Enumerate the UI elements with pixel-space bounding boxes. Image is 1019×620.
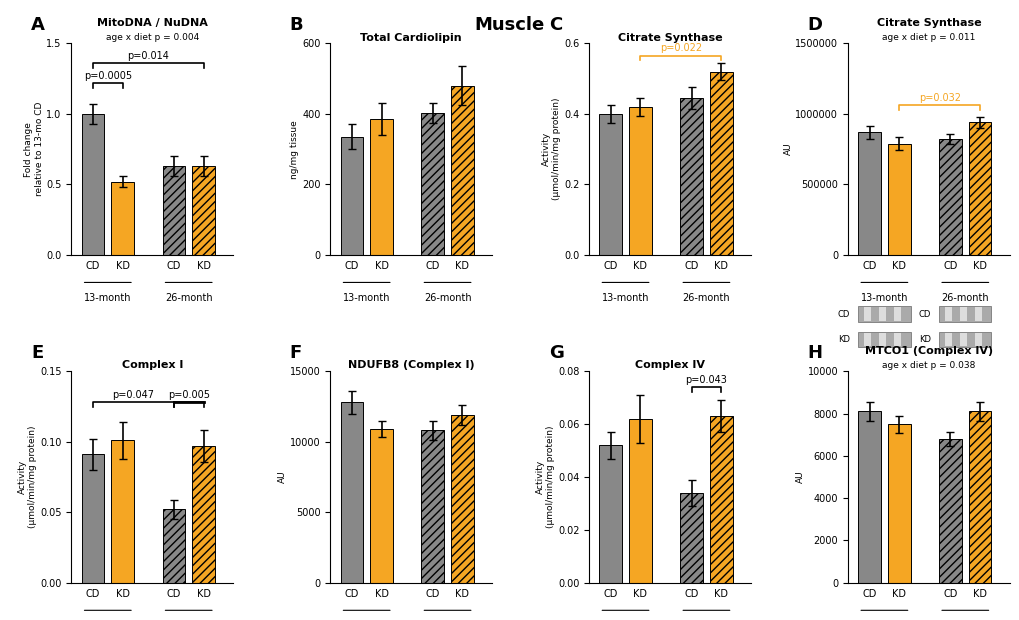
- Text: D: D: [807, 16, 821, 34]
- Text: 13-month: 13-month: [601, 293, 649, 303]
- FancyBboxPatch shape: [938, 332, 990, 347]
- Bar: [340, 402, 363, 583]
- FancyBboxPatch shape: [974, 333, 980, 347]
- Text: A: A: [31, 16, 45, 34]
- FancyBboxPatch shape: [863, 308, 870, 321]
- Bar: [192, 166, 215, 255]
- Bar: [421, 113, 443, 255]
- Text: 13-month: 13-month: [342, 293, 390, 303]
- FancyBboxPatch shape: [894, 308, 900, 321]
- Text: 26-month: 26-month: [423, 293, 471, 303]
- Text: p=0.047: p=0.047: [112, 390, 154, 400]
- FancyBboxPatch shape: [878, 333, 886, 347]
- Bar: [968, 122, 990, 255]
- Title: Total Cardiolipin: Total Cardiolipin: [360, 33, 462, 43]
- Bar: [450, 415, 473, 583]
- FancyBboxPatch shape: [863, 333, 870, 347]
- Bar: [599, 445, 622, 583]
- FancyBboxPatch shape: [894, 333, 900, 347]
- Text: KD: KD: [838, 335, 849, 344]
- FancyBboxPatch shape: [857, 306, 910, 322]
- Text: F: F: [289, 343, 302, 362]
- Bar: [968, 412, 990, 583]
- FancyBboxPatch shape: [974, 308, 980, 321]
- Bar: [111, 182, 133, 255]
- Text: CD: CD: [837, 309, 849, 319]
- Title: Complex IV: Complex IV: [635, 360, 704, 371]
- Text: 13-month: 13-month: [84, 293, 131, 303]
- Text: C: C: [548, 16, 561, 34]
- Y-axis label: Activity
(μmol/min/mg protein): Activity (μmol/min/mg protein): [535, 426, 554, 528]
- Bar: [680, 493, 702, 583]
- Bar: [857, 412, 880, 583]
- Text: age x diet p = 0.011: age x diet p = 0.011: [881, 33, 974, 42]
- Title: Complex I: Complex I: [121, 360, 182, 371]
- Title: MitoDNA / NuDNA: MitoDNA / NuDNA: [97, 18, 208, 28]
- Text: Muscle: Muscle: [475, 16, 544, 33]
- Bar: [370, 429, 392, 583]
- Text: age x diet p = 0.038: age x diet p = 0.038: [881, 361, 974, 370]
- Bar: [82, 454, 104, 583]
- Text: p=0.014: p=0.014: [127, 51, 169, 61]
- FancyBboxPatch shape: [959, 308, 966, 321]
- Text: 26-month: 26-month: [165, 293, 212, 303]
- Y-axis label: Fold change
relative to 13-mo CD: Fold change relative to 13-mo CD: [24, 102, 44, 197]
- Y-axis label: AU: AU: [278, 471, 286, 484]
- Text: p=0.005: p=0.005: [167, 390, 210, 400]
- Bar: [888, 143, 910, 255]
- Bar: [888, 424, 910, 583]
- Bar: [709, 71, 732, 255]
- Text: 26-month: 26-month: [941, 293, 988, 303]
- Bar: [450, 86, 473, 255]
- Y-axis label: AU: AU: [783, 143, 792, 156]
- Bar: [938, 439, 961, 583]
- Bar: [709, 416, 732, 583]
- Text: H: H: [807, 343, 821, 362]
- Bar: [162, 166, 185, 255]
- Text: G: G: [548, 343, 564, 362]
- Bar: [857, 132, 880, 255]
- Bar: [192, 446, 215, 583]
- Text: p=0.022: p=0.022: [659, 43, 701, 53]
- Bar: [421, 430, 443, 583]
- Bar: [111, 440, 133, 583]
- Text: KD: KD: [918, 335, 930, 344]
- Bar: [370, 119, 392, 255]
- Text: 26-month: 26-month: [682, 293, 730, 303]
- FancyBboxPatch shape: [945, 308, 951, 321]
- Text: p=0.043: p=0.043: [685, 375, 727, 385]
- Text: 13-month: 13-month: [860, 293, 907, 303]
- FancyBboxPatch shape: [857, 332, 910, 347]
- Bar: [340, 137, 363, 255]
- Text: p=0.0005: p=0.0005: [84, 71, 131, 81]
- Title: Citrate Synthase: Citrate Synthase: [618, 33, 721, 43]
- Y-axis label: Activity
(μmol/min/mg protein): Activity (μmol/min/mg protein): [541, 98, 560, 200]
- FancyBboxPatch shape: [938, 306, 990, 322]
- Bar: [162, 510, 185, 583]
- Bar: [599, 114, 622, 255]
- Bar: [629, 107, 651, 255]
- Title: NDUFB8 (Complex I): NDUFB8 (Complex I): [347, 360, 474, 371]
- Text: E: E: [31, 343, 43, 362]
- Text: B: B: [289, 16, 303, 34]
- Y-axis label: AU: AU: [795, 471, 804, 484]
- Bar: [82, 114, 104, 255]
- Bar: [938, 140, 961, 255]
- Y-axis label: Activity
(μmol/min/mg protein): Activity (μmol/min/mg protein): [18, 426, 38, 528]
- FancyBboxPatch shape: [945, 333, 951, 347]
- Text: CD: CD: [918, 309, 930, 319]
- Title: Citrate Synthase: Citrate Synthase: [875, 18, 980, 28]
- Y-axis label: ng/mg tissue: ng/mg tissue: [290, 120, 299, 179]
- Bar: [680, 98, 702, 255]
- Bar: [629, 419, 651, 583]
- FancyBboxPatch shape: [959, 333, 966, 347]
- Text: p=0.032: p=0.032: [918, 93, 960, 103]
- FancyBboxPatch shape: [878, 308, 886, 321]
- Text: age x diet p = 0.004: age x diet p = 0.004: [106, 33, 199, 42]
- Title: MTCO1 (Complex IV): MTCO1 (Complex IV): [864, 346, 991, 356]
